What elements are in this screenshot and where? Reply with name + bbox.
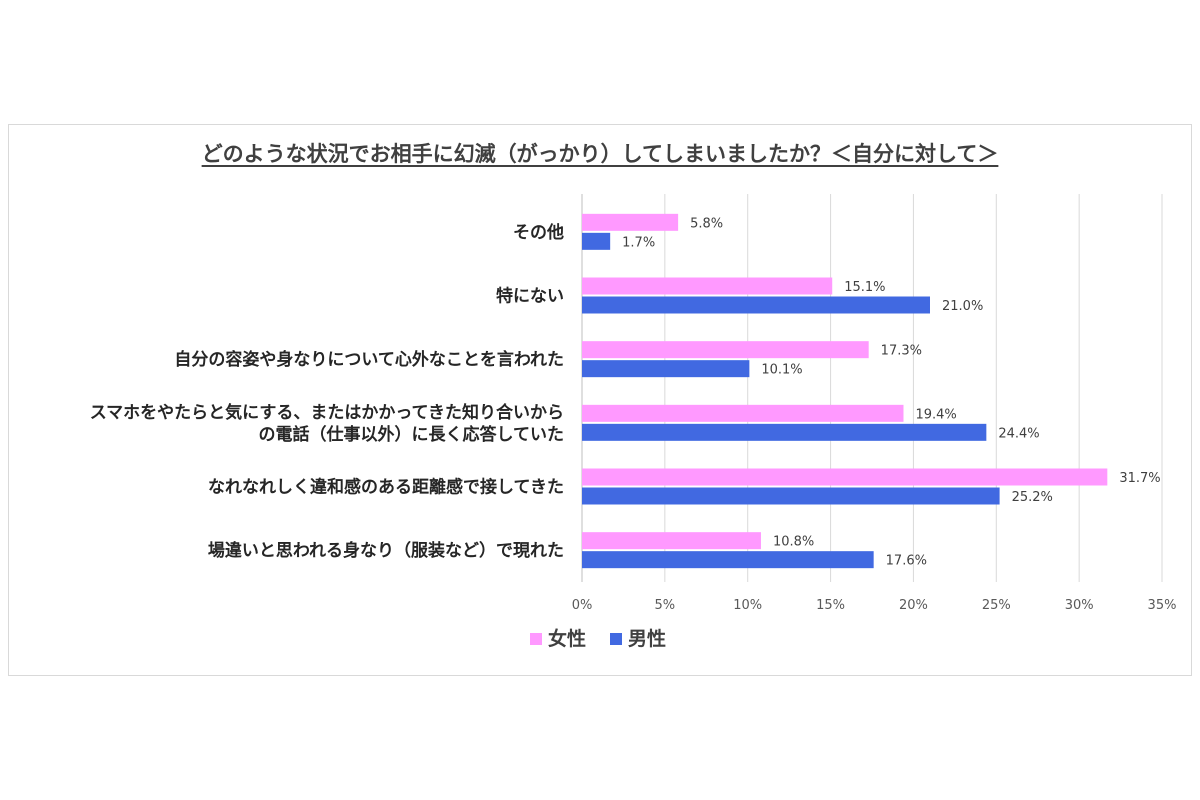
x-tick-label: 5%	[655, 598, 676, 613]
gridlines	[581, 194, 1163, 582]
bar-female	[582, 404, 904, 422]
bar-male	[582, 296, 930, 314]
bar-female	[582, 532, 761, 550]
category-label: なれなれしく違和感のある距離感で接してきた	[208, 477, 564, 498]
x-tick-label: 35%	[1148, 598, 1177, 613]
data-label: 24.4%	[998, 426, 1039, 441]
x-tick-label: 25%	[982, 598, 1011, 613]
x-tick-label: 30%	[1065, 598, 1094, 613]
legend-label: 男性	[628, 627, 666, 650]
bar-male	[582, 423, 987, 441]
bars	[582, 213, 1108, 569]
bar-female	[582, 213, 679, 231]
category-label: 特にない	[496, 286, 564, 307]
data-label: 10.1%	[761, 363, 802, 378]
category-label: の電話（仕事以外）に長く応答していた	[259, 424, 565, 445]
x-tick-label: 20%	[899, 598, 928, 613]
x-tick-label: 10%	[733, 598, 762, 613]
data-label: 1.7%	[622, 235, 655, 250]
category-label: その他	[513, 222, 564, 243]
category-label: 場違いと思われる身なり（服装など）で現れた	[208, 540, 564, 561]
category-label: 自分の容姿や身なりについて心外なことを言われた	[174, 349, 564, 370]
chart-title-text: どのような状況でお相手に幻滅（がっかり）してしまいましたか？＜自分に対して＞	[201, 142, 999, 166]
bar-male	[582, 487, 1000, 505]
data-label: 17.6%	[886, 554, 927, 569]
category-label: スマホをやたらと気にする、またはかかってきた知り合いから	[90, 402, 564, 423]
legend: 女性 男性	[530, 627, 666, 650]
x-tick-label: 0%	[572, 598, 593, 613]
legend-swatch	[530, 633, 542, 645]
data-label: 25.2%	[1012, 490, 1053, 505]
bar-male	[582, 551, 874, 569]
chart-title: どのような状況でお相手に幻滅（がっかり）してしまいましたか？＜自分に対して＞	[0, 138, 1200, 168]
data-label: 31.7%	[1119, 471, 1160, 486]
bar-female	[582, 341, 869, 359]
data-label: 17.3%	[881, 344, 922, 359]
bar-male	[582, 360, 750, 378]
x-tick-label: 15%	[816, 598, 845, 613]
legend-label: 女性	[548, 627, 586, 650]
data-label: 15.1%	[844, 280, 885, 295]
data-label: 5.8%	[690, 216, 723, 231]
data-label: 21.0%	[942, 299, 983, 314]
bar-male	[582, 232, 611, 250]
legend-swatch	[610, 633, 622, 645]
bar-female	[582, 277, 833, 295]
data-label: 10.8%	[773, 535, 814, 550]
data-label: 19.4%	[915, 407, 956, 422]
bar-female	[582, 468, 1108, 486]
labels: 0% 5% 10% 15% 20% 25% 30% 35% その他 5.8% 1.7% 特にない 15.…	[90, 216, 1177, 613]
